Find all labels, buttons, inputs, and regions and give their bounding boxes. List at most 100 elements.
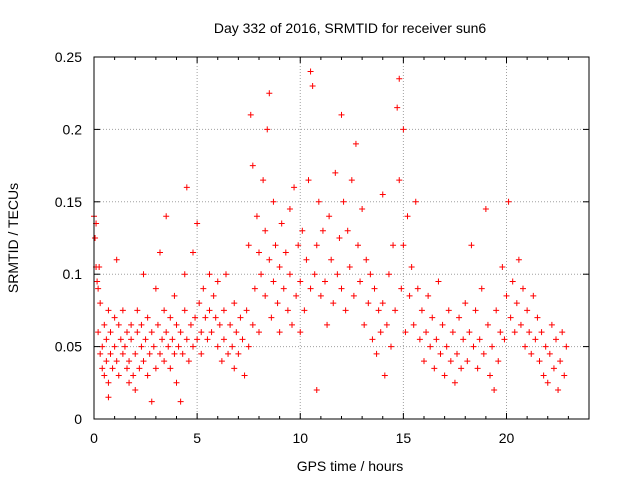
data-point [280,285,287,292]
data-point [152,285,159,292]
data-point [154,321,161,328]
data-point [309,82,316,89]
data-point [171,350,178,357]
data-point [406,292,413,299]
data-point [101,372,108,379]
data-point [563,343,570,350]
data-point [177,329,184,336]
y-tick-label: 0.2 [63,121,83,137]
data-point [474,365,481,372]
data-point [163,213,170,220]
data-point [373,350,380,357]
data-points [91,68,570,405]
data-point [105,379,112,386]
data-point [99,343,106,350]
data-point [338,111,345,118]
x-axis: 0 5 10 15 20 [90,57,569,446]
data-point [553,336,559,343]
y-tick-label: 0.05 [55,339,82,355]
data-point [303,256,310,263]
data-point [237,314,244,321]
data-point [491,387,498,394]
data-point [208,329,215,336]
data-point [181,307,188,314]
data-point [515,256,522,263]
data-point [103,358,110,365]
data-point [462,300,469,307]
chart-title: Day 332 of 2016, SRMTID for receiver sun… [214,20,487,36]
data-point [278,220,285,227]
data-point [220,336,227,343]
data-point [297,329,304,336]
data-point [540,372,547,379]
data-point [111,343,118,350]
data-point [524,307,531,314]
data-point [291,184,298,191]
data-point [534,314,541,321]
data-point [105,394,112,401]
data-point [270,198,277,205]
data-point [198,329,205,336]
data-point [495,358,502,365]
data-point [396,75,403,82]
data-point [262,227,269,234]
data-point [177,398,184,405]
data-point [542,343,549,350]
data-point [550,365,557,372]
grid [94,57,589,419]
data-point [95,329,102,336]
x-tick-label: 0 [90,430,98,446]
data-point [468,242,475,249]
data-point [286,206,293,213]
data-point [167,314,174,321]
data-point [126,358,133,365]
data-point [418,307,425,314]
data-point [214,343,221,350]
data-point [260,177,267,184]
data-point [365,300,372,307]
data-point [311,271,318,278]
data-point [458,365,465,372]
data-point [293,292,300,299]
data-point [258,271,265,278]
data-point [530,292,537,299]
data-point [487,372,493,379]
data-point [206,271,213,278]
data-point [115,372,122,379]
data-point [313,387,320,394]
data-point [379,300,386,307]
data-point [190,343,196,350]
data-point [517,321,524,328]
data-point [489,343,496,350]
data-point [414,285,421,292]
data-point [526,329,533,336]
data-point [185,358,192,365]
data-point [355,242,361,249]
data-point [214,278,221,285]
data-point [295,242,302,249]
data-point [342,307,349,314]
data-point [371,285,378,292]
data-point [396,177,403,184]
data-point [433,336,440,343]
data-point [557,358,564,365]
data-point [253,213,260,220]
data-point [231,365,238,372]
y-axis: 0 0.05 0.1 0.15 0.2 0.25 [55,49,589,427]
data-point [239,336,246,343]
data-point [212,314,219,321]
data-point [264,126,271,133]
data-point [101,321,108,328]
data-point [251,285,258,292]
data-point [456,314,463,321]
data-point [559,329,566,336]
data-point [344,227,351,234]
data-point [175,343,182,350]
data-point [150,343,157,350]
data-point [548,321,555,328]
data-point [416,336,423,343]
data-point [192,314,199,321]
data-point [427,343,434,350]
data-point [379,191,386,198]
data-point [103,336,110,343]
